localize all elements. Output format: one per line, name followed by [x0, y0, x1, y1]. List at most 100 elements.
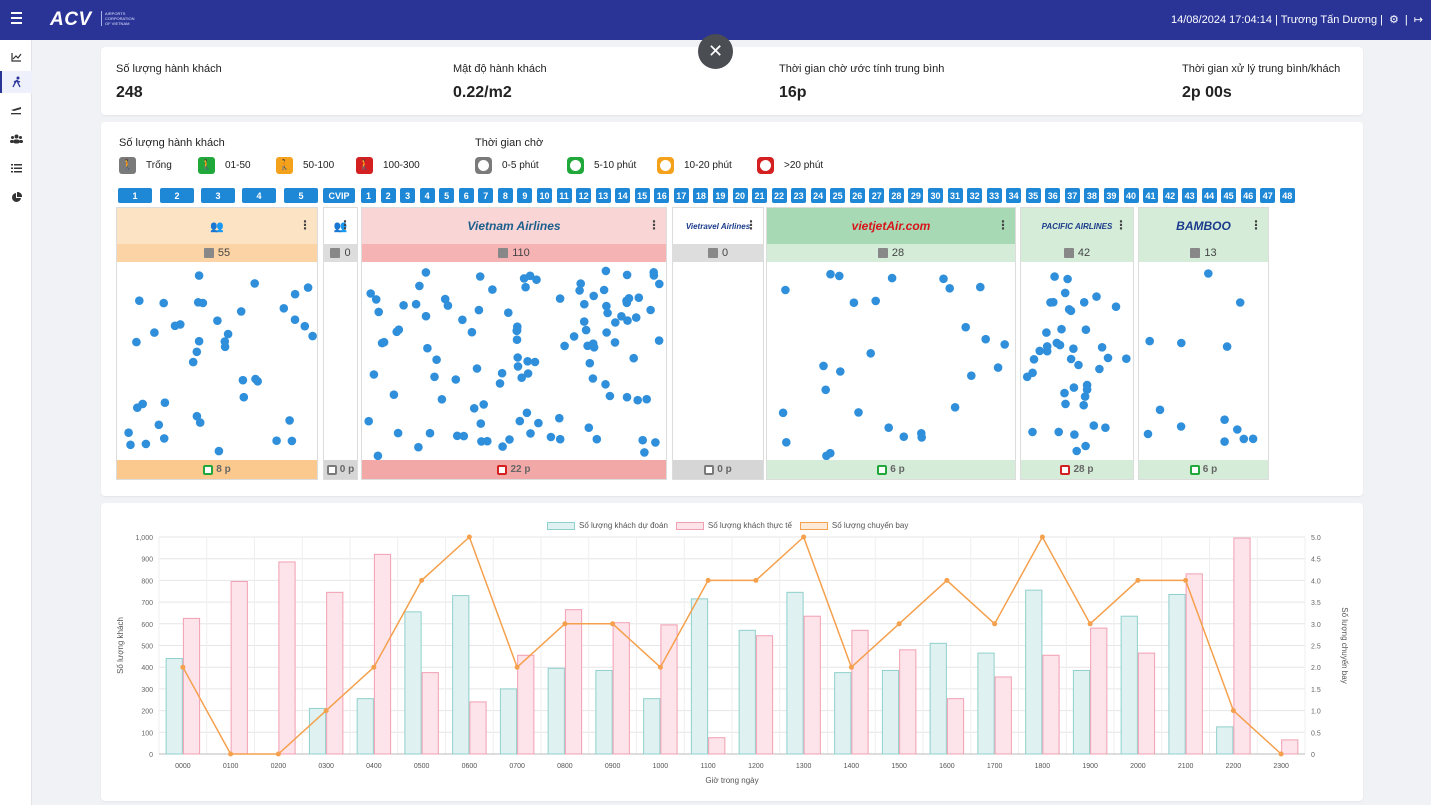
- gate-button[interactable]: 7: [478, 188, 494, 203]
- gate-button[interactable]: 27: [869, 188, 885, 203]
- gate-button[interactable]: 8: [497, 188, 513, 203]
- zone-menu-icon[interactable]: ⋮: [745, 218, 757, 232]
- passenger-dot: [504, 308, 513, 317]
- gate-button[interactable]: 18: [693, 188, 709, 203]
- gate-button[interactable]: 25: [830, 188, 846, 203]
- zone-menu-icon[interactable]: ⋮: [339, 218, 351, 232]
- menu-icon[interactable]: [11, 12, 22, 28]
- gate-button[interactable]: 41: [1143, 188, 1158, 203]
- gate-button[interactable]: 32: [967, 188, 983, 203]
- passenger-dot: [421, 311, 431, 321]
- gate-button[interactable]: CVIP: [323, 188, 355, 203]
- passenger-dot: [633, 395, 642, 405]
- gate-button[interactable]: 37: [1064, 188, 1080, 203]
- users-icon[interactable]: [0, 128, 32, 150]
- gate-button[interactable]: 3: [201, 188, 235, 203]
- wait-value: 22 p: [510, 464, 531, 475]
- bar-predicted: [690, 598, 709, 755]
- gate-button[interactable]: 13: [595, 188, 611, 203]
- passenger-icon[interactable]: [0, 71, 32, 93]
- passenger-dot: [603, 308, 612, 318]
- checkin-zone[interactable]: Vietnam Airlines ⋮ 110 22 p: [361, 207, 667, 480]
- checkin-zone[interactable]: 👥 ⋮ 0 0 p: [323, 207, 358, 480]
- logo[interactable]: ACV: [50, 9, 92, 30]
- plane-icon[interactable]: [0, 98, 32, 120]
- checkin-zone[interactable]: vietjetAir.com ⋮ 28 6 p: [766, 207, 1016, 480]
- passenger-dot: [133, 403, 142, 412]
- gate-button[interactable]: 30: [928, 188, 943, 203]
- pie-chart-icon[interactable]: [0, 186, 32, 208]
- gate-button[interactable]: 33: [986, 188, 1002, 203]
- passenger-dot: [160, 398, 170, 407]
- gear-icon[interactable]: ⚙: [1389, 14, 1399, 26]
- gate-button[interactable]: 20: [732, 188, 748, 203]
- gate-button[interactable]: 29: [908, 188, 924, 203]
- checkin-zone[interactable]: BAMBOO ⋮ 13 6 p: [1138, 207, 1269, 480]
- gate-button[interactable]: 19: [712, 188, 728, 203]
- zone-menu-icon[interactable]: ⋮: [1250, 218, 1262, 232]
- gate-button[interactable]: 2: [380, 188, 396, 203]
- gate-button[interactable]: 24: [810, 188, 826, 203]
- gate-button[interactable]: 16: [654, 188, 670, 203]
- gate-button[interactable]: 38: [1084, 188, 1100, 203]
- list-icon[interactable]: [0, 157, 32, 179]
- gate-button[interactable]: 45: [1221, 188, 1237, 203]
- gate-button[interactable]: 12: [576, 188, 592, 203]
- zone-menu-icon[interactable]: ⋮: [997, 218, 1009, 232]
- checkin-zone[interactable]: 👥 ⋮ 55 8 p: [116, 207, 318, 480]
- gate-button[interactable]: 39: [1103, 188, 1119, 203]
- gate-button[interactable]: 35: [1025, 188, 1041, 203]
- zone-menu-icon[interactable]: ⋮: [648, 218, 660, 232]
- gate-button[interactable]: 40: [1123, 188, 1139, 203]
- passenger-dot: [961, 322, 970, 332]
- checkin-zone[interactable]: Vietravel Airlines ⋮ 0 0 p: [672, 207, 764, 480]
- gate-button[interactable]: 6: [458, 188, 474, 203]
- gate-button[interactable]: 43: [1182, 188, 1198, 203]
- gate-button[interactable]: 21: [752, 188, 767, 203]
- x-tick-label: 0400: [366, 763, 382, 770]
- legend-predicted[interactable]: Số lượng khách dự đoán: [547, 521, 668, 530]
- gate-button[interactable]: 14: [615, 188, 631, 203]
- gate-button[interactable]: 4: [242, 188, 276, 203]
- gate-button[interactable]: 5: [439, 188, 455, 203]
- passenger-dot: [655, 279, 664, 289]
- gate-button[interactable]: 5: [284, 188, 318, 203]
- passenger-dots: [673, 262, 764, 462]
- logout-icon[interactable]: ↦: [1413, 14, 1423, 26]
- checkin-zone[interactable]: PACIFIC AIRLINES ⋮ 42 28 p: [1020, 207, 1134, 480]
- gate-button[interactable]: 2: [160, 188, 194, 203]
- gate-button[interactable]: 4: [419, 188, 435, 203]
- passenger-dot: [515, 416, 525, 426]
- zone-menu-icon[interactable]: ⋮: [1115, 218, 1127, 232]
- passenger-dot: [622, 392, 632, 402]
- gate-button[interactable]: 28: [888, 188, 904, 203]
- gate-button[interactable]: 31: [947, 188, 963, 203]
- legend-flights[interactable]: Số lượng chuyến bay: [799, 521, 908, 530]
- gate-button[interactable]: 1: [361, 188, 376, 203]
- gate-button[interactable]: 3: [400, 188, 416, 203]
- close-button[interactable]: ✕: [698, 34, 733, 69]
- gate-button[interactable]: 44: [1201, 188, 1217, 203]
- gate-button[interactable]: 48: [1279, 188, 1295, 203]
- gate-button[interactable]: 15: [634, 188, 650, 203]
- passenger-dot: [1066, 354, 1076, 364]
- gate-button[interactable]: 23: [791, 188, 807, 203]
- gate-button[interactable]: 26: [849, 188, 865, 203]
- gate-button[interactable]: 11: [556, 188, 572, 203]
- passenger-dot: [132, 337, 141, 347]
- y-tick-label: 200: [141, 709, 153, 716]
- gate-button[interactable]: 36: [1045, 188, 1061, 203]
- gate-button[interactable]: 22: [771, 188, 787, 203]
- legend-actual[interactable]: Số lượng khách thực tế: [675, 521, 792, 530]
- chart-line-icon[interactable]: [0, 46, 32, 68]
- gate-button[interactable]: 46: [1240, 188, 1256, 203]
- gate-button[interactable]: 1: [118, 188, 152, 203]
- passenger-icon: 🚶: [119, 157, 136, 174]
- gate-button[interactable]: 47: [1260, 188, 1276, 203]
- zone-menu-icon[interactable]: ⋮: [299, 218, 311, 232]
- gate-button[interactable]: 17: [673, 188, 689, 203]
- gate-button[interactable]: 10: [537, 188, 552, 203]
- gate-button[interactable]: 42: [1162, 188, 1178, 203]
- gate-button[interactable]: 34: [1006, 188, 1022, 203]
- gate-button[interactable]: 9: [517, 188, 533, 203]
